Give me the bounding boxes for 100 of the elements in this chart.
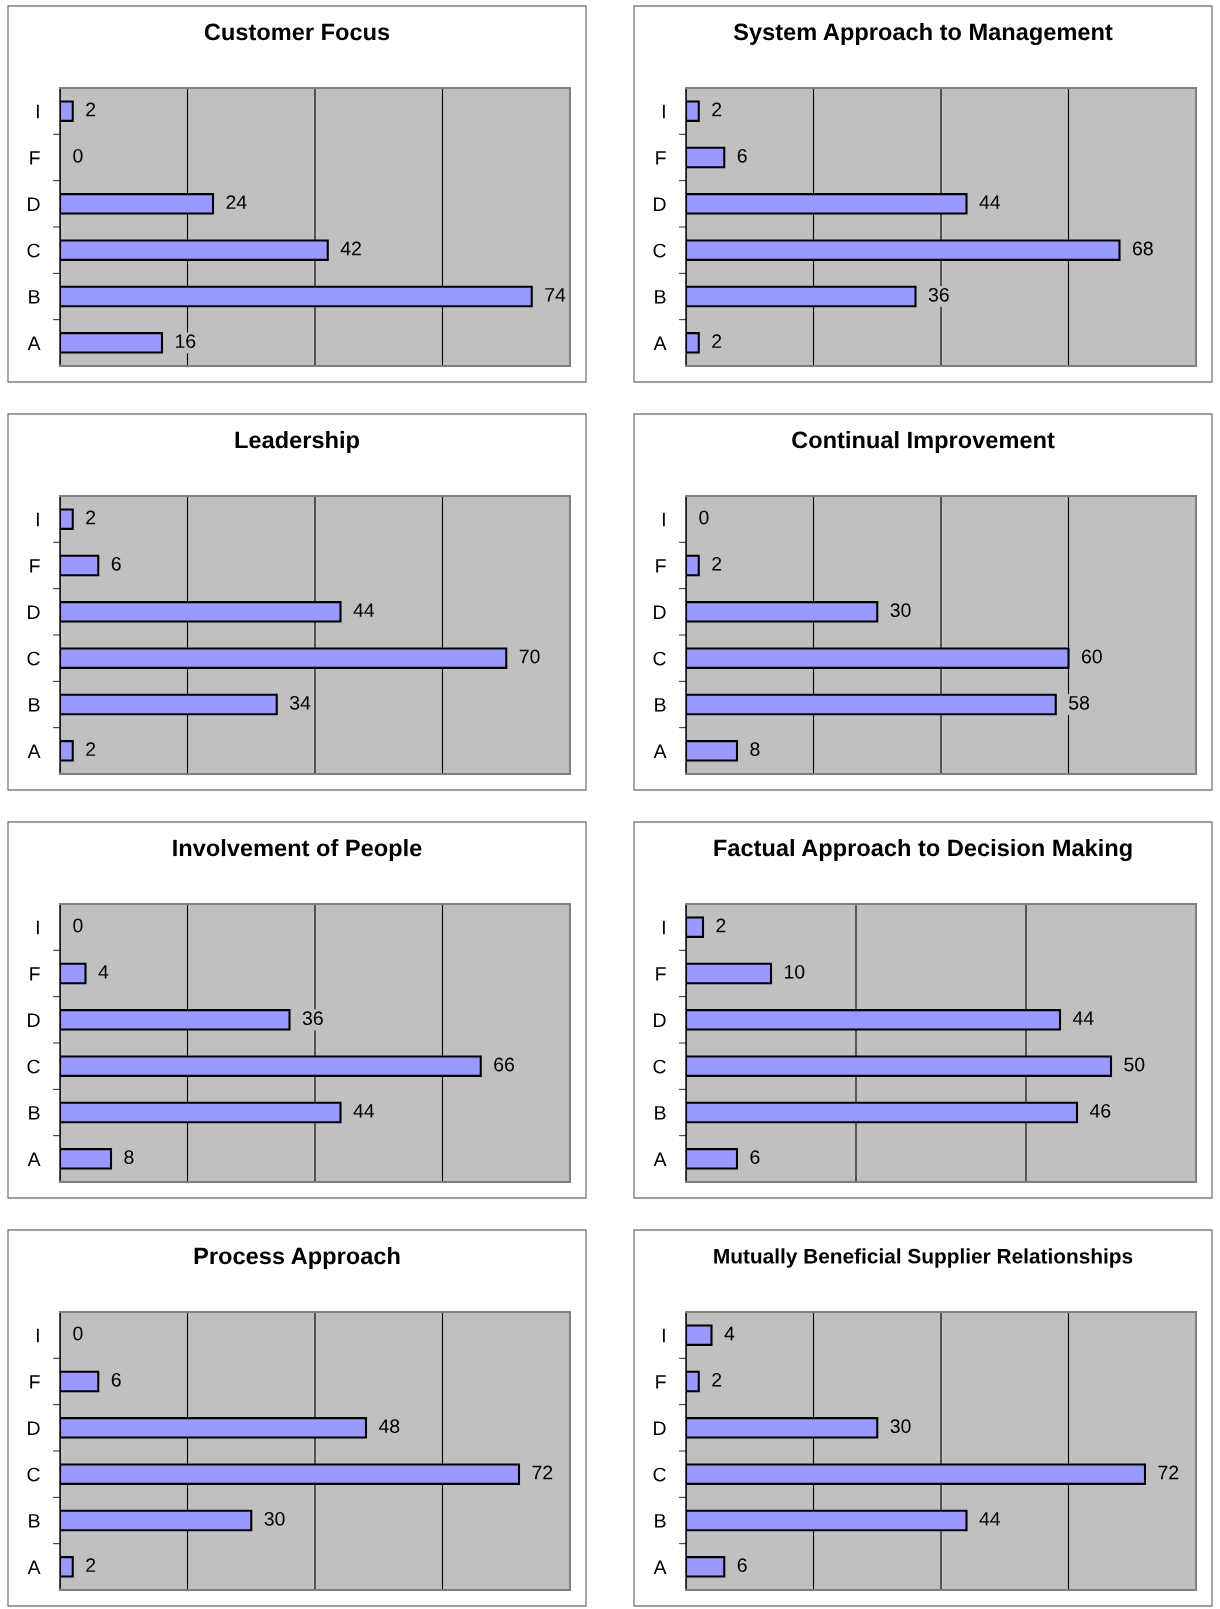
y-tick-label: C [27,651,40,666]
y-tick-label: I [36,104,39,119]
data-label: 16 [175,334,196,349]
data-label: 6 [737,148,747,163]
y-tick-label: I [662,920,665,935]
data-label: 0 [73,1326,83,1341]
y-tick-label: D [28,1013,40,1027]
data-label: 70 [519,649,540,664]
data-label: 34 [289,695,311,710]
data-label: 30 [890,603,911,618]
y-tick-label: I [36,512,39,527]
y-tick-label: F [656,967,666,981]
y-tick-label: D [654,1421,666,1435]
chart-title: Process Approach [194,1246,400,1270]
y-tick-label: B [655,290,666,304]
y-tick-label: F [30,1375,40,1389]
chart-title: Continual Improvement [792,431,1055,454]
y-tick-label: D [28,605,40,619]
data-label: 2 [712,556,722,571]
data-label: 36 [302,1011,323,1026]
y-tick-label: C [27,1467,40,1482]
y-tick-label: D [28,197,40,211]
data-label: 0 [73,918,83,933]
y-tick-label: A [27,336,41,350]
data-label: 2 [86,102,96,117]
y-tick-label: D [654,197,666,211]
y-tick-label: B [29,290,40,304]
data-label: 58 [1069,695,1090,710]
data-label: 68 [1132,241,1153,256]
data-label: 44 [353,603,375,617]
data-label: 10 [784,964,805,979]
y-tick-label: I [36,920,39,935]
y-tick-label: B [655,698,666,712]
data-label: 4 [724,1326,735,1341]
data-label: 44 [1072,1011,1094,1025]
chart-title: Leadership [235,431,360,454]
data-label: 46 [1089,1103,1111,1118]
data-label: 6 [750,1150,760,1165]
data-label: 72 [1158,1465,1179,1480]
y-tick-label: C [653,1467,666,1482]
chart-title: Factual Approach to Decision Making [714,838,1132,862]
data-label: 44 [979,195,1001,209]
data-label: 50 [1124,1057,1145,1072]
y-tick-label: I [36,1328,39,1343]
y-tick-label: A [27,1152,41,1166]
y-tick-label: A [653,1560,667,1574]
data-label: 8 [750,742,760,757]
y-tick-label: B [29,1514,40,1528]
data-label: 24 [226,195,247,209]
y-tick-label: I [662,104,665,119]
data-label: 2 [716,918,726,933]
y-tick-label: A [27,744,41,758]
data-label: 2 [86,742,96,756]
y-tick-label: B [655,1106,666,1120]
y-tick-label: B [655,1514,666,1528]
y-tick-label: A [27,1560,41,1574]
chart-title: Customer Focus [204,23,390,41]
y-tick-label: D [654,1013,666,1027]
data-label: 0 [73,148,83,163]
data-label: 44 [353,1104,375,1118]
data-label: 6 [111,1372,121,1387]
y-tick-label: C [27,243,40,258]
y-tick-label: F [656,1375,666,1389]
y-tick-label: I [662,1328,665,1343]
y-tick-label: C [653,1059,666,1074]
data-label: 2 [712,102,722,117]
data-label: 6 [111,556,121,571]
y-tick-label: B [29,698,40,712]
data-label: 36 [928,287,949,302]
data-label: 2 [86,1558,96,1572]
data-label: 30 [264,1511,285,1526]
data-label: 2 [86,510,96,525]
data-label: 0 [699,510,709,525]
chart-title: Mutually Beneficial Supplier Relationships [714,1248,1133,1268]
y-tick-label: D [654,605,666,619]
y-tick-label: F [30,967,40,981]
data-label: 72 [532,1465,553,1480]
chart-title: Involvement of People [173,839,422,862]
y-tick-label: F [656,559,666,573]
y-tick-label: C [27,1059,40,1074]
y-tick-label: A [653,336,667,350]
y-tick-label: B [29,1106,40,1120]
y-tick-label: C [653,243,666,258]
data-label: 6 [737,1558,747,1573]
data-label: 60 [1081,649,1102,664]
data-label: 2 [712,334,722,348]
data-label: 42 [340,241,361,256]
data-label: 8 [124,1150,134,1165]
data-label: 48 [378,1419,400,1434]
y-tick-label: A [653,1152,667,1166]
data-label: 30 [890,1419,911,1434]
data-label: 44 [979,1512,1001,1526]
y-tick-label: C [653,651,666,666]
data-label: 4 [98,965,109,979]
data-label: 66 [494,1057,515,1072]
y-tick-label: F [30,559,40,573]
chart-title: System Approach to Management [733,22,1113,46]
y-tick-label: A [653,744,667,758]
y-tick-label: D [28,1421,40,1435]
y-tick-label: F [656,151,666,165]
